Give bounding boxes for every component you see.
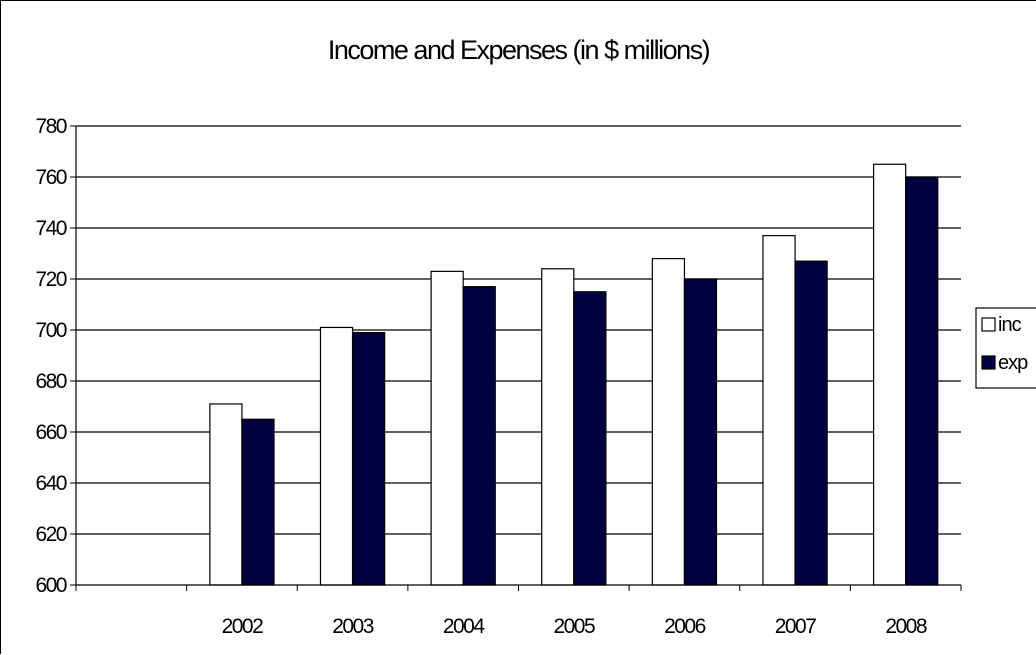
- bar-exp-2002: [241, 418, 275, 586]
- axes: [70, 125, 962, 591]
- x-tick-label: 2007: [775, 615, 817, 638]
- bar-exp-2008: [905, 176, 939, 586]
- x-tick-label: 2004: [443, 615, 486, 638]
- y-tick-label: 780: [35, 115, 66, 138]
- legend-label-inc: inc: [998, 314, 1022, 336]
- x-tick-label: 2005: [553, 615, 595, 638]
- bars: [209, 163, 939, 586]
- bar-exp-2006: [683, 278, 718, 586]
- bar-inc-2004: [430, 270, 464, 586]
- y-tick-label: 600: [35, 574, 66, 597]
- x-tick-label: 2008: [885, 615, 927, 638]
- bar-exp-2005: [573, 291, 607, 586]
- legend-swatch-inc: [981, 317, 996, 332]
- bar-exp-2003: [351, 331, 386, 586]
- y-tick-label: 620: [35, 523, 66, 546]
- chart-title: Income and Expenses (in $ millions): [328, 35, 710, 65]
- y-tick-label: 640: [35, 472, 66, 495]
- y-tick-label: 660: [35, 421, 66, 444]
- x-tick-label: 2006: [664, 615, 706, 638]
- bar-inc-2002: [209, 403, 243, 586]
- bar-inc-2006: [651, 258, 686, 586]
- x-tick-label: 2002: [222, 615, 264, 638]
- y-tick-labels: 600 620 640 660 680 700 720 740 760 780: [35, 115, 68, 597]
- legend-swatch-exp: [981, 355, 996, 370]
- bar-exp-2004: [462, 286, 496, 586]
- x-tick-labels: 2002 2003 2004 2005 2006 2007 2008: [222, 615, 929, 638]
- legend-label-exp: exp: [998, 352, 1028, 374]
- legend: inc exp: [975, 307, 1036, 389]
- bar-inc-2003: [319, 326, 354, 586]
- y-tick-label: 720: [35, 268, 66, 291]
- y-tick-label: 760: [35, 166, 66, 189]
- gridlines: [76, 125, 961, 535]
- y-tick-label: 740: [35, 217, 66, 240]
- x-tick-label: 2003: [332, 615, 374, 638]
- bar-inc-2005: [541, 268, 575, 586]
- y-tick-label: 700: [35, 319, 66, 342]
- bar-inc-2008: [873, 163, 907, 586]
- bar-exp-2007: [794, 260, 828, 586]
- bar-inc-2007: [762, 235, 796, 586]
- y-tick-label: 680: [35, 370, 66, 393]
